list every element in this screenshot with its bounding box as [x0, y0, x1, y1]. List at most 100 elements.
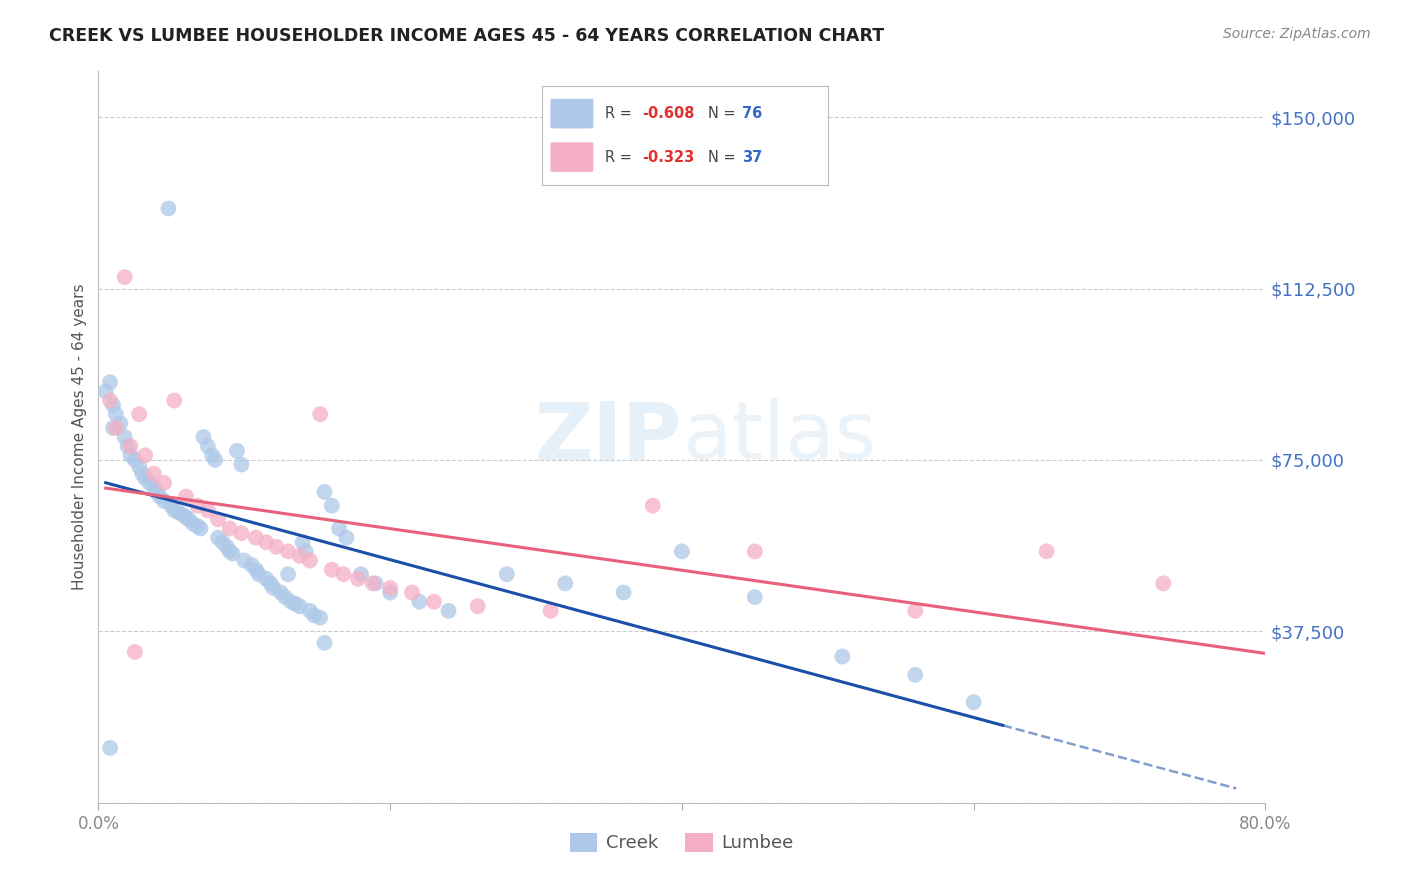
Point [309, 610, 332, 624]
Point [128, 459, 150, 474]
Point [207, 512, 229, 526]
Point [187, 519, 209, 533]
Point [309, 407, 332, 421]
Point [207, 531, 229, 545]
Point [172, 508, 194, 522]
Point [554, 576, 576, 591]
Point [298, 553, 321, 567]
Point [240, 558, 263, 573]
Point [101, 421, 124, 435]
Point [215, 540, 238, 554]
Legend: Creek, Lumbee: Creek, Lumbee [562, 826, 801, 860]
Point [197, 503, 219, 517]
Point [245, 531, 267, 545]
Point [284, 597, 307, 611]
Point [904, 667, 927, 681]
Point [167, 506, 190, 520]
Point [153, 475, 176, 490]
Point [98, 375, 121, 389]
Point [149, 490, 172, 504]
Point [177, 512, 200, 526]
Point [153, 494, 176, 508]
Point [221, 547, 243, 561]
Point [120, 448, 142, 462]
Point [204, 453, 226, 467]
Point [231, 526, 253, 541]
Point [101, 398, 124, 412]
Point [612, 585, 634, 599]
Point [142, 467, 165, 481]
Point [401, 585, 423, 599]
Point [280, 594, 302, 608]
Point [266, 540, 288, 554]
Point [364, 576, 387, 591]
Point [321, 499, 343, 513]
Point [142, 480, 165, 494]
Point [174, 490, 197, 504]
Point [361, 576, 384, 591]
Point [328, 521, 350, 535]
Point [347, 572, 370, 586]
Point [124, 453, 146, 467]
Text: ZIP: ZIP [534, 398, 682, 476]
Point [104, 421, 127, 435]
Point [226, 443, 249, 458]
Point [218, 544, 240, 558]
Point [380, 585, 402, 599]
Point [254, 535, 277, 549]
Point [540, 604, 562, 618]
Point [744, 544, 766, 558]
Point [321, 563, 343, 577]
Point [98, 740, 121, 755]
Point [218, 521, 240, 535]
Point [496, 567, 519, 582]
Point [181, 516, 204, 531]
Point [962, 695, 984, 709]
Point [641, 499, 664, 513]
Point [104, 407, 127, 421]
Point [98, 393, 121, 408]
Point [197, 439, 219, 453]
Point [423, 594, 446, 608]
Point [259, 576, 281, 591]
Y-axis label: Householder Income Ages 45 - 64 years: Householder Income Ages 45 - 64 years [72, 284, 87, 591]
Point [288, 599, 311, 614]
Point [134, 448, 156, 462]
Point [117, 439, 139, 453]
Point [211, 535, 233, 549]
Point [247, 567, 270, 582]
Point [380, 581, 402, 595]
Point [831, 649, 853, 664]
Point [94, 384, 117, 399]
Text: atlas: atlas [682, 398, 876, 476]
Point [114, 430, 136, 444]
Point [138, 475, 160, 490]
Point [274, 590, 297, 604]
Point [146, 484, 169, 499]
Point [314, 636, 336, 650]
Text: Source: ZipAtlas.com: Source: ZipAtlas.com [1223, 27, 1371, 41]
Point [120, 439, 142, 453]
Point [277, 567, 299, 582]
Point [467, 599, 489, 614]
Point [157, 202, 180, 216]
Point [114, 270, 136, 285]
Point [190, 521, 212, 535]
Point [163, 393, 186, 408]
Point [350, 567, 373, 582]
Point [1035, 544, 1057, 558]
Point [160, 499, 183, 513]
Point [671, 544, 693, 558]
Point [437, 604, 460, 618]
Point [201, 448, 224, 462]
Point [1152, 576, 1174, 591]
Point [904, 604, 927, 618]
Point [744, 590, 766, 604]
Point [408, 594, 430, 608]
Point [231, 458, 253, 472]
Point [298, 604, 321, 618]
Point [193, 430, 215, 444]
Point [233, 553, 256, 567]
Point [262, 581, 284, 595]
Point [128, 407, 150, 421]
